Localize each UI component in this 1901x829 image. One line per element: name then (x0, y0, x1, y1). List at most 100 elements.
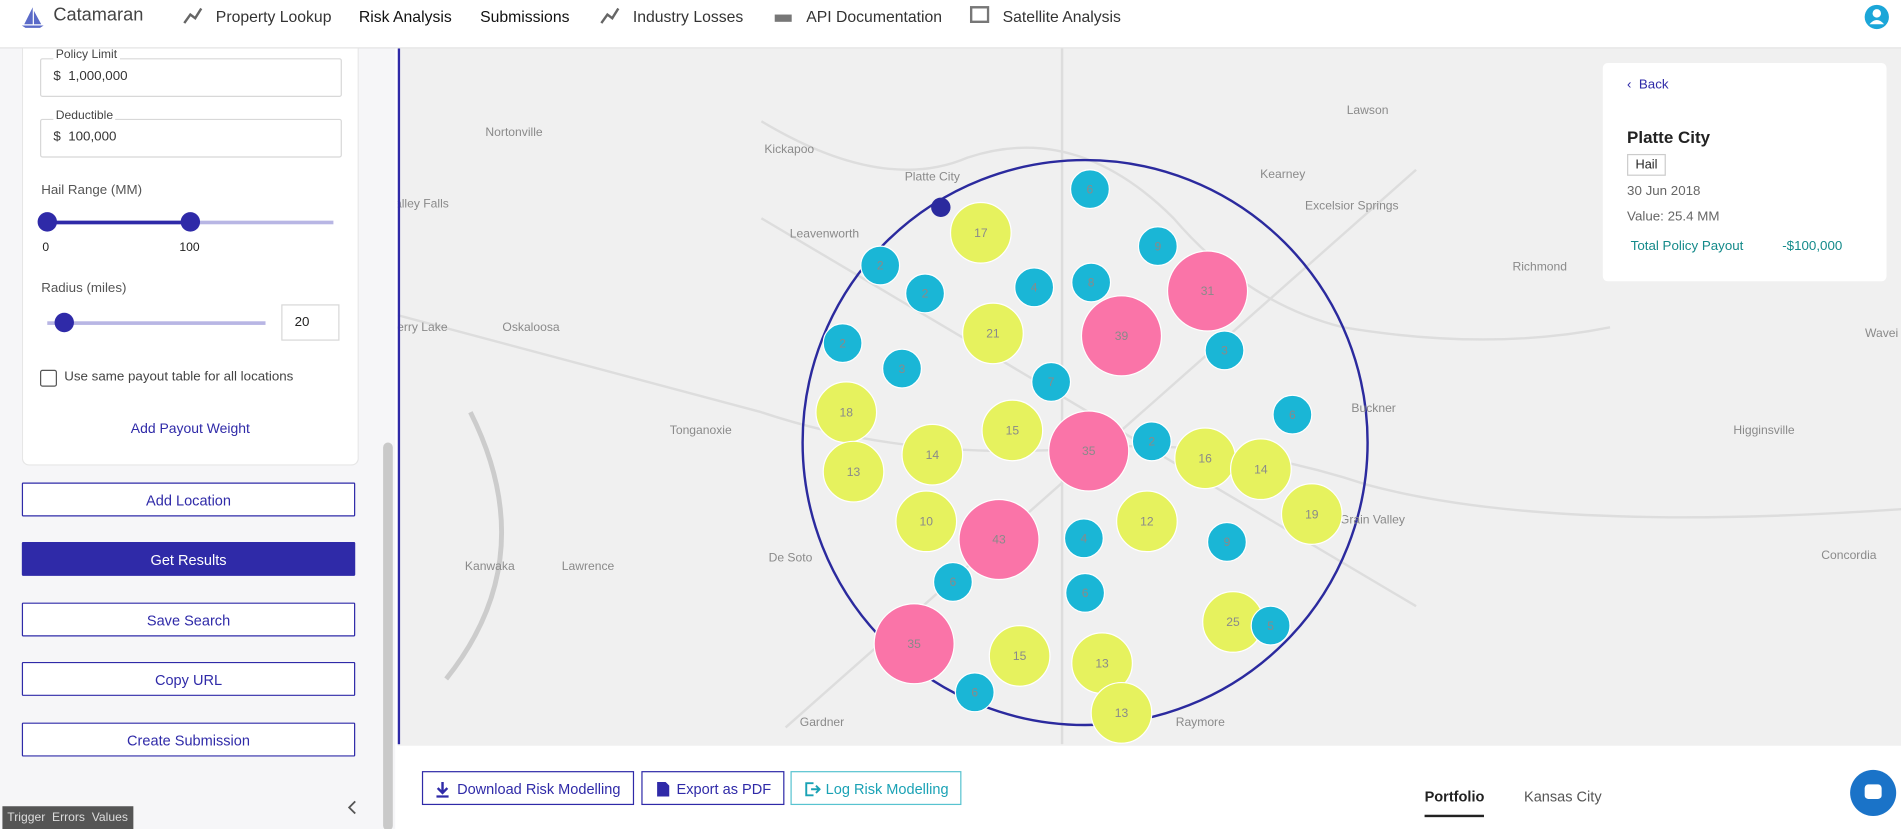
cluster-count[interactable]: 9 (1224, 535, 1231, 549)
nav-link[interactable]: Property Lookup (215, 7, 332, 26)
cluster-circle[interactable] (905, 273, 946, 314)
cluster-count[interactable]: 43 (992, 533, 1006, 547)
collapse-icon[interactable] (346, 799, 361, 816)
cluster-count[interactable]: 2 (922, 287, 929, 301)
cluster-circle[interactable] (1080, 295, 1163, 377)
cluster[interactable]: 19 (1280, 483, 1343, 545)
cluster[interactable]: 16 (1174, 427, 1237, 490)
cluster-circle[interactable] (958, 498, 1040, 581)
tab-active[interactable]: Portfolio (1424, 788, 1485, 806)
log-button[interactable]: Log Risk Modelling (790, 771, 962, 806)
cluster[interactable]: 25 (1202, 591, 1264, 653)
cluster-count[interactable]: 2 (839, 336, 846, 350)
cluster-count[interactable]: 35 (907, 637, 921, 651)
cluster[interactable]: 8 (1071, 262, 1112, 303)
cluster[interactable]: 6 (1069, 169, 1110, 210)
brand[interactable]: Catamaran (53, 4, 144, 26)
cluster[interactable]: 31 (1166, 250, 1249, 332)
cluster-count[interactable]: 8 (1088, 276, 1095, 290)
cluster-count[interactable]: 39 (1115, 329, 1129, 343)
cluster-count[interactable]: 6 (950, 575, 957, 589)
cluster[interactable]: 10 (895, 490, 958, 553)
cluster-count[interactable]: 4 (1031, 281, 1038, 295)
cluster[interactable]: 35 (873, 603, 955, 685)
cluster[interactable]: 43 (958, 498, 1040, 581)
cluster[interactable]: 17 (949, 201, 1012, 264)
cluster-circle[interactable] (1204, 330, 1245, 371)
cluster[interactable]: 13 (822, 440, 885, 503)
cluster-count[interactable]: 6 (971, 686, 978, 700)
cluster-circle[interactable] (901, 423, 964, 486)
cluster[interactable]: 14 (901, 423, 964, 486)
cluster[interactable]: 12 (1116, 490, 1178, 553)
cluster-count[interactable]: 13 (847, 465, 861, 479)
button-text[interactable]: Export as PDF (676, 780, 772, 798)
cluster-circle[interactable] (1090, 681, 1153, 744)
debug-tab[interactable]: Trigger (7, 811, 46, 825)
cluster-circle[interactable] (1137, 226, 1178, 267)
cluster[interactable]: 15 (988, 624, 1051, 687)
scrollbar[interactable] (383, 442, 393, 829)
map[interactable]: Nortonville Kickapoo Lawson Platte City Kear… (397, 48, 1901, 745)
cluster-circle[interactable] (1014, 267, 1055, 308)
cluster-circle[interactable] (1272, 394, 1313, 435)
download-button[interactable]: Download Risk Modelling (421, 771, 634, 806)
nav-link[interactable]: API Documentation (806, 7, 943, 26)
checkbox[interactable] (40, 369, 57, 387)
cluster-count[interactable]: 13 (1095, 656, 1109, 670)
cluster[interactable]: 2 (860, 245, 901, 286)
cluster-count[interactable]: 7 (1048, 375, 1055, 389)
cluster[interactable]: 18 (815, 381, 878, 444)
deductible-field[interactable]: Deductible $ 100,000 (40, 109, 342, 158)
copy-url-button[interactable]: Copy URL (21, 661, 356, 696)
cluster-count[interactable]: 2 (877, 259, 884, 273)
chat-button[interactable] (1850, 769, 1897, 816)
cluster[interactable]: 9 (1206, 521, 1247, 562)
get-results-button[interactable]: Get Results (21, 541, 356, 576)
cluster-count[interactable]: 15 (1013, 649, 1027, 663)
cluster-circle[interactable] (949, 201, 1012, 264)
cluster-count[interactable]: 5 (1267, 619, 1274, 633)
cluster[interactable]: 3 (882, 348, 923, 389)
cluster[interactable]: 4 (1014, 267, 1055, 308)
cluster[interactable]: 9 (1137, 226, 1178, 267)
button-text[interactable]: Log Risk Modelling (825, 780, 949, 798)
slider-thumb[interactable] (54, 312, 74, 333)
cluster-count[interactable]: 2 (1148, 435, 1155, 449)
cluster[interactable]: 35 (1048, 410, 1130, 492)
cluster-circle[interactable] (1131, 421, 1172, 462)
cluster[interactable]: 21 (962, 302, 1024, 365)
cluster-count[interactable]: 10 (920, 515, 934, 529)
cluster[interactable]: 6 (1065, 572, 1106, 613)
add-payout-weight[interactable]: Add Payout Weight (130, 421, 250, 437)
cluster-count[interactable]: 9 (1154, 239, 1161, 253)
back-link[interactable]: ‹ Back (1627, 77, 1669, 93)
cluster-count[interactable]: 14 (926, 448, 940, 462)
cluster-circle[interactable] (962, 302, 1024, 365)
cluster-count[interactable]: 18 (840, 405, 854, 419)
cluster[interactable]: 6 (932, 561, 973, 602)
tab[interactable]: Kansas City (1523, 788, 1602, 806)
cluster[interactable]: 14 (1229, 438, 1292, 501)
create-submission-button[interactable]: Create Submission (21, 722, 356, 757)
cluster[interactable]: 2 (822, 323, 863, 364)
button-text[interactable]: Download Risk Modelling (457, 780, 621, 798)
cluster-count[interactable]: 3 (1221, 344, 1228, 358)
user-avatar[interactable] (1863, 4, 1890, 31)
cluster-count[interactable]: 4 (1081, 532, 1088, 546)
cluster[interactable]: 6 (1272, 394, 1313, 435)
cluster-count[interactable]: 31 (1201, 284, 1215, 298)
cluster-circle[interactable] (822, 440, 885, 503)
slider-thumb[interactable] (180, 212, 201, 232)
cluster-count[interactable]: 13 (1115, 706, 1129, 720)
cluster-circle[interactable] (1206, 521, 1247, 562)
cluster-circle[interactable] (1250, 605, 1291, 646)
radius-handle[interactable] (931, 197, 951, 218)
cluster-circle[interactable] (822, 323, 863, 364)
debug-tab[interactable]: Values (91, 811, 128, 825)
nav-link[interactable]: Submissions (480, 7, 570, 26)
cluster[interactable]: 6 (954, 672, 995, 713)
debug-tab[interactable]: Errors (51, 811, 86, 825)
cluster-count[interactable]: 17 (974, 226, 988, 240)
cluster-circle[interactable] (1048, 410, 1130, 492)
